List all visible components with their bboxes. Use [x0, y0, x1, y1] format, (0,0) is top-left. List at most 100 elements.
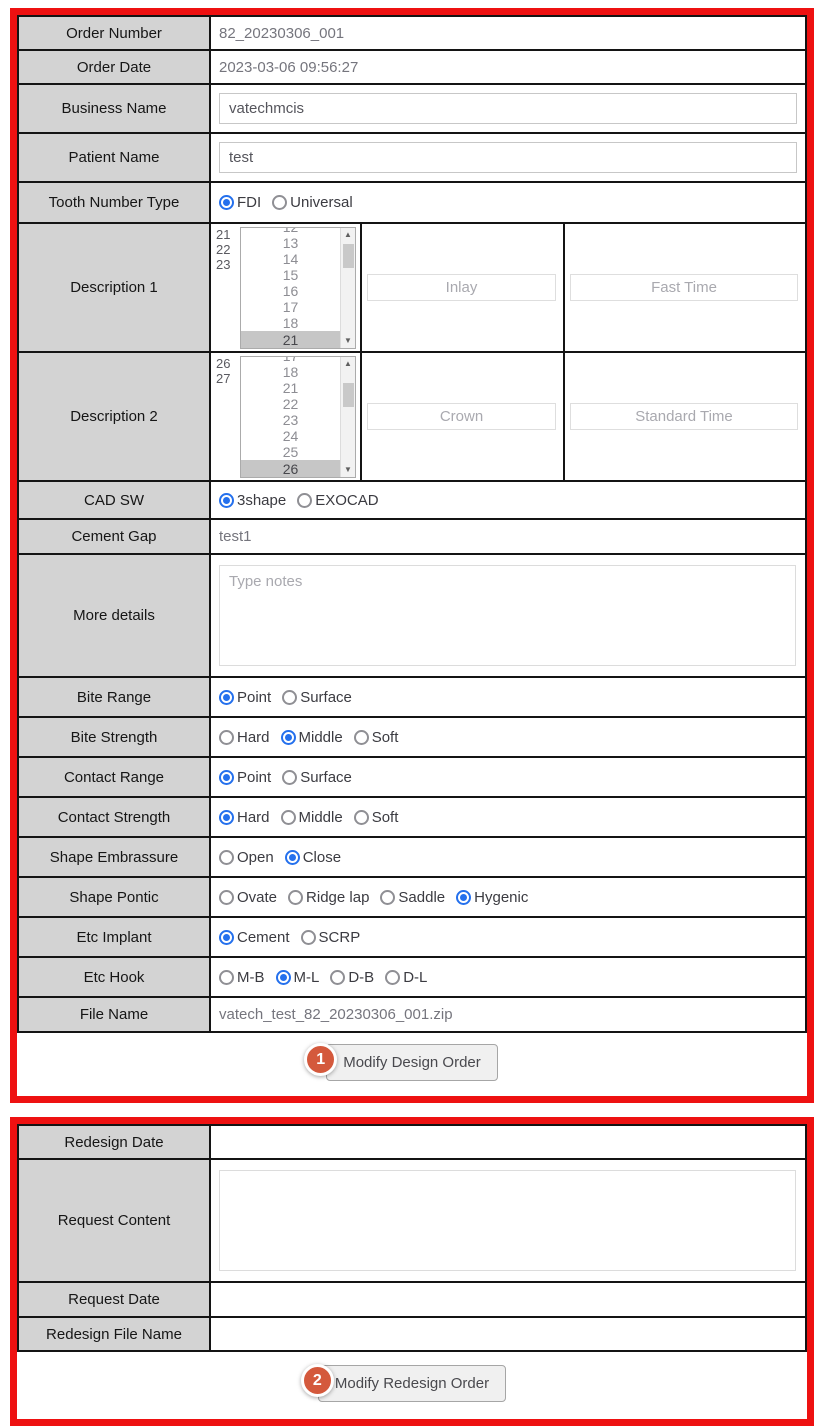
shape-embrassure-option-open[interactable]: Open: [219, 849, 274, 866]
radio-selected-icon[interactable]: [219, 492, 234, 508]
radio-selected-icon[interactable]: [275, 969, 291, 985]
contact-strength-option-soft[interactable]: Soft: [353, 809, 398, 826]
business-name-input[interactable]: [219, 93, 797, 124]
etc-implant-option-cement[interactable]: Cement: [219, 929, 290, 946]
bite-range-option-surface[interactable]: Surface: [282, 689, 352, 706]
list-option[interactable]: 13: [282, 235, 299, 251]
shape-pontic-option-hygenic[interactable]: Hygenic: [456, 889, 528, 906]
list-option-selected[interactable]: 26: [241, 460, 340, 477]
patient-name-label: Patient Name: [19, 134, 211, 181]
radio-icon[interactable]: [219, 969, 234, 985]
list-option-selected[interactable]: 21: [241, 331, 340, 348]
cad-sw-option-exocad[interactable]: EXOCAD: [297, 492, 379, 509]
description1-type-box: Inlay: [367, 274, 556, 301]
bite-strength-option-middle[interactable]: Middle: [280, 729, 343, 746]
list-option[interactable]: 21: [282, 380, 299, 396]
scrollbar-thumb[interactable]: [343, 383, 354, 407]
list-option[interactable]: 14: [282, 251, 299, 267]
list-option[interactable]: 16: [282, 283, 299, 299]
description1-tooth-listbox[interactable]: 12 13 14 15 16 17 18 21 ▲ ▼: [240, 227, 356, 349]
etc-hook-label: Etc Hook: [19, 958, 211, 996]
radio-icon[interactable]: [288, 889, 304, 905]
radio-icon[interactable]: [353, 729, 369, 745]
tooth-number-type-option-universal[interactable]: Universal: [272, 194, 353, 211]
description1-time-cell: Fast Time: [565, 224, 805, 351]
radio-selected-icon[interactable]: [219, 809, 234, 825]
radio-selected-icon[interactable]: [284, 849, 300, 865]
list-option[interactable]: 22: [282, 396, 299, 412]
more-details-textarea[interactable]: [219, 565, 796, 666]
description1-scrollbar[interactable]: ▲ ▼: [340, 228, 355, 348]
list-option[interactable]: 12: [241, 228, 340, 235]
tooth-number-type-row: Tooth Number Type FDI Universal: [19, 183, 805, 224]
description2-tooth-listbox[interactable]: 17 18 21 22 23 24 25 26 ▲ ▼: [240, 356, 356, 478]
radio-icon[interactable]: [282, 689, 298, 705]
radio-icon[interactable]: [282, 769, 298, 785]
etc-hook-option-dl[interactable]: D-L: [385, 969, 427, 986]
bite-strength-option-soft[interactable]: Soft: [353, 729, 398, 746]
etc-hook-option-ml[interactable]: M-L: [275, 969, 319, 986]
radio-icon[interactable]: [330, 969, 346, 985]
radio-icon[interactable]: [380, 889, 396, 905]
list-option[interactable]: 24: [282, 428, 299, 444]
etc-hook-option-mb[interactable]: M-B: [219, 969, 265, 986]
list-option[interactable]: 17: [282, 299, 299, 315]
radio-icon[interactable]: [300, 929, 316, 945]
scroll-up-arrow-icon[interactable]: ▲: [344, 359, 352, 368]
cad-sw-option-3shape[interactable]: 3shape: [219, 492, 286, 509]
shape-embrassure-option-close[interactable]: Close: [284, 849, 341, 866]
contact-strength-label: Contact Strength: [19, 798, 211, 836]
list-option[interactable]: 18: [282, 364, 299, 380]
list-option[interactable]: 18: [282, 315, 299, 331]
contact-strength-option-middle[interactable]: Middle: [280, 809, 343, 826]
request-content-label: Request Content: [19, 1160, 211, 1281]
radio-icon[interactable]: [219, 889, 234, 905]
modify-design-order-button[interactable]: Modify Design Order: [326, 1044, 498, 1081]
list-option[interactable]: 17: [241, 357, 340, 364]
radio-icon[interactable]: [353, 809, 369, 825]
radio-icon[interactable]: [280, 809, 296, 825]
etc-implant-option-scrp[interactable]: SCRP: [300, 929, 360, 946]
radio-selected-icon[interactable]: [219, 769, 234, 785]
scroll-up-arrow-icon[interactable]: ▲: [344, 230, 352, 239]
order-date-row: Order Date 2023-03-06 09:56:27: [19, 51, 805, 85]
radio-icon[interactable]: [385, 969, 401, 985]
scrollbar-thumb[interactable]: [343, 244, 354, 268]
radio-icon[interactable]: [219, 849, 234, 865]
bite-range-option-point[interactable]: Point: [219, 689, 271, 706]
radio-icon[interactable]: [272, 195, 288, 210]
list-option[interactable]: 15: [282, 267, 299, 283]
tooth-number-type-option-fdi[interactable]: FDI: [219, 194, 261, 211]
cement-gap-label: Cement Gap: [19, 520, 211, 553]
list-option[interactable]: 25: [282, 444, 299, 460]
shape-pontic-option-ridge-lap[interactable]: Ridge lap: [288, 889, 369, 906]
scroll-down-arrow-icon[interactable]: ▼: [344, 336, 352, 345]
shape-pontic-option-ovate[interactable]: Ovate: [219, 889, 277, 906]
radio-selected-icon[interactable]: [280, 729, 296, 745]
radio-selected-icon[interactable]: [219, 195, 234, 210]
contact-range-option-point[interactable]: Point: [219, 769, 271, 786]
contact-strength-option-hard[interactable]: Hard: [219, 809, 270, 826]
bite-strength-option-hard[interactable]: Hard: [219, 729, 270, 746]
shape-pontic-label: Shape Pontic: [19, 878, 211, 916]
order-number-row: Order Number 82_20230306_001: [19, 17, 805, 51]
contact-range-option-surface[interactable]: Surface: [282, 769, 352, 786]
modify-redesign-order-button[interactable]: Modify Redesign Order: [317, 1365, 507, 1402]
etc-hook-option-db[interactable]: D-B: [330, 969, 374, 986]
scroll-down-arrow-icon[interactable]: ▼: [344, 465, 352, 474]
design-order-actions: 1 Modify Design Order: [17, 1033, 807, 1096]
request-content-textarea[interactable]: [219, 1170, 796, 1271]
radio-selected-icon[interactable]: [219, 929, 234, 945]
cement-gap-value: test1: [219, 528, 252, 545]
shape-pontic-option-saddle[interactable]: Saddle: [380, 889, 445, 906]
patient-name-input[interactable]: [219, 142, 797, 173]
radio-icon[interactable]: [297, 492, 313, 508]
tooth-number-type-label: Tooth Number Type: [19, 183, 211, 222]
radio-selected-icon[interactable]: [219, 689, 234, 705]
radio-icon[interactable]: [219, 729, 234, 745]
cad-sw-row: CAD SW 3shape EXOCAD: [19, 482, 805, 520]
list-option[interactable]: 23: [282, 412, 299, 428]
description2-scrollbar[interactable]: ▲ ▼: [340, 357, 355, 477]
order-number-value: 82_20230306_001: [219, 24, 345, 42]
radio-selected-icon[interactable]: [456, 889, 472, 905]
